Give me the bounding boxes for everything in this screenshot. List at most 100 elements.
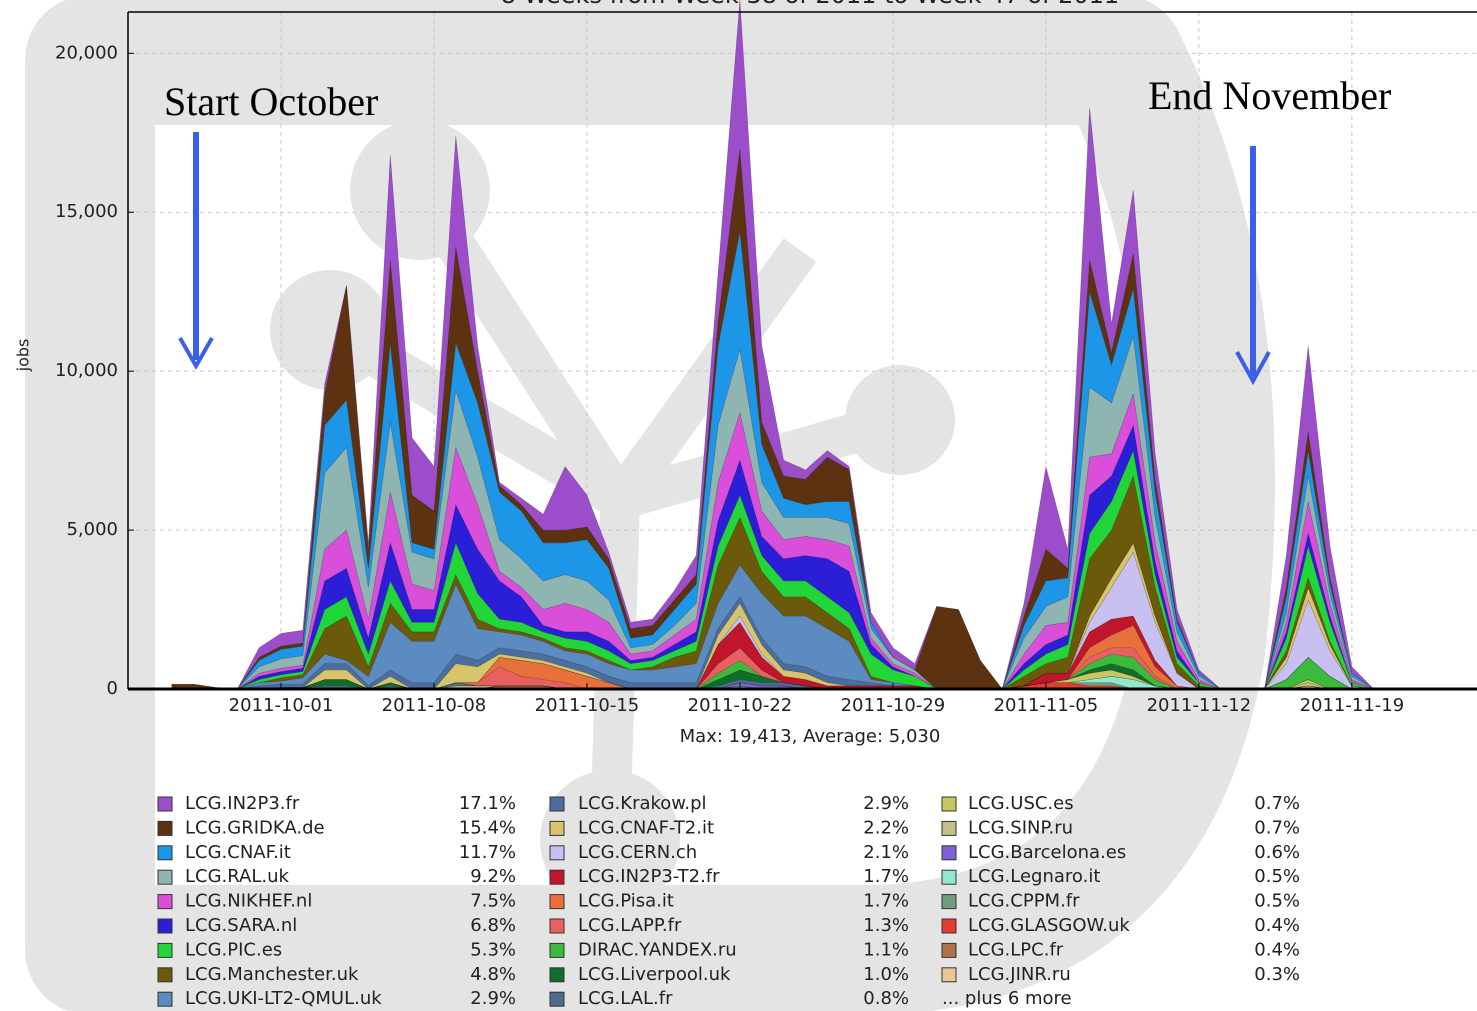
legend-share: 9.2% — [470, 866, 516, 887]
legend-share: 7.5% — [470, 891, 516, 912]
legend-swatch — [941, 942, 957, 958]
legend-label: LCG.SINP.ru — [968, 817, 1073, 838]
x-tick-label: 2011-10-22 — [688, 695, 793, 716]
legend-swatch — [549, 918, 565, 934]
legend-share: 2.9% — [863, 793, 909, 814]
x-tick-label: 2011-10-29 — [841, 695, 946, 716]
legend-more: ... plus 6 more — [942, 988, 1072, 1009]
legend-share: 4.8% — [470, 964, 516, 985]
legend-label: LCG.LPC.fr — [968, 939, 1064, 960]
legend-label: LCG.CERN.ch — [578, 842, 697, 863]
legend-swatch — [549, 967, 565, 983]
legend-label: LCG.NIKHEF.nl — [185, 891, 312, 912]
x-tick-label: 2011-11-05 — [994, 695, 1099, 716]
legend-label: LCG.LAPP.fr — [578, 915, 682, 936]
arrow-head — [178, 337, 214, 371]
legend-label: LCG.Barcelona.es — [968, 842, 1126, 863]
arrow-head — [1235, 351, 1271, 386]
legend-share: 0.4% — [1254, 939, 1300, 960]
area — [171, 231, 1396, 690]
y-axis-label: jobs — [14, 339, 33, 373]
x-tick-label: 2011-10-15 — [535, 695, 640, 716]
legend-label: LCG.UKI-LT2-QMUL.uk — [185, 988, 382, 1009]
legend-share: 1.0% — [863, 964, 909, 985]
legend-share: 1.7% — [863, 866, 909, 887]
legend-swatch — [549, 796, 565, 812]
legend-label: LCG.IN2P3.fr — [185, 793, 300, 814]
annotation-end: End November — [1148, 73, 1391, 386]
legend-swatch — [157, 942, 173, 958]
area — [171, 542, 1396, 690]
legend-label: LCG.Liverpool.uk — [578, 964, 731, 985]
legend-swatch — [941, 894, 957, 910]
legend-share: 15.4% — [459, 817, 516, 838]
y-tick-label: 10,000 — [55, 360, 118, 381]
y-tick-label: 15,000 — [55, 201, 118, 222]
legend-swatch — [549, 869, 565, 885]
area — [171, 449, 1396, 690]
legend: LCG.IN2P3.fr 17.1% LCG.GRIDKA.de 15.4% LCG.C… — [157, 793, 1300, 1009]
legend-swatch — [941, 820, 957, 836]
x-tick-label: 2011-10-08 — [382, 695, 487, 716]
area — [171, 0, 1396, 690]
legend-share: 2.2% — [863, 817, 909, 838]
legend-swatch — [549, 991, 565, 1007]
legend-swatch — [549, 942, 565, 958]
legend-share: 0.3% — [1254, 964, 1300, 985]
legend-label: LCG.JINR.ru — [968, 964, 1071, 985]
legend-share: 0.5% — [1254, 866, 1300, 887]
legend-share: 17.1% — [459, 793, 516, 814]
legend-share: 0.6% — [1254, 842, 1300, 863]
legend-swatch — [941, 845, 957, 861]
legend-share: 1.7% — [863, 891, 909, 912]
legend-swatch — [157, 796, 173, 812]
legend-label: LCG.Krakow.pl — [578, 793, 707, 814]
legend-share: 2.9% — [470, 988, 516, 1009]
annotation-text: Start October — [164, 79, 378, 124]
legend-swatch — [157, 845, 173, 861]
area — [171, 615, 1396, 690]
legend-label: LCG.Legnaro.it — [968, 866, 1100, 887]
legend-swatch — [549, 894, 565, 910]
legend-swatch — [157, 967, 173, 983]
legend-label: LCG.Manchester.uk — [185, 964, 359, 985]
legend-label: LCG.PIC.es — [185, 939, 282, 960]
legend-swatch — [157, 869, 173, 885]
x-tick-label: 2011-10-01 — [229, 695, 334, 716]
legend-swatch — [941, 918, 957, 934]
legend-label: LCG.GRIDKA.de — [185, 817, 325, 838]
legend-swatch — [157, 991, 173, 1007]
y-tick-label: 5,000 — [66, 519, 118, 540]
legend-swatch — [157, 918, 173, 934]
legend-share: 5.3% — [470, 939, 516, 960]
y-tick-label: 0 — [107, 678, 118, 699]
legend-share: 0.4% — [1254, 915, 1300, 936]
legend-swatch — [941, 796, 957, 812]
area — [171, 542, 1396, 690]
legend-label: LCG.CPPM.fr — [968, 891, 1080, 912]
legend-label: LCG.IN2P3-T2.fr — [578, 866, 720, 887]
legend-swatch — [941, 869, 957, 885]
legend-label: DIRAC.YANDEX.ru — [578, 939, 737, 960]
legend-swatch — [941, 967, 957, 983]
legend-swatch — [157, 894, 173, 910]
legend-share: 0.7% — [1254, 793, 1300, 814]
legend-label: LCG.SARA.nl — [185, 915, 297, 936]
legend-label: LCG.RAL.uk — [185, 866, 290, 887]
legend-share: 2.1% — [863, 842, 909, 863]
area — [171, 625, 1396, 690]
legend-label: LCG.CNAF-T2.it — [578, 817, 714, 838]
annotation-start: Start October — [164, 79, 378, 371]
legend-label: LCG.CNAF.it — [185, 842, 291, 863]
legend-share: 1.1% — [863, 939, 909, 960]
legend-share: 0.8% — [863, 988, 909, 1009]
legend-label: LCG.USC.es — [968, 793, 1074, 814]
legend-share: 0.7% — [1254, 817, 1300, 838]
legend-share: 1.3% — [863, 915, 909, 936]
stats-text: Max: 19,413, Average: 5,030 — [680, 726, 941, 747]
legend-share: 0.5% — [1254, 891, 1300, 912]
x-tick-label: 2011-11-19 — [1300, 695, 1405, 716]
legend-label: LCG.GLASGOW.uk — [968, 915, 1130, 936]
legend-swatch — [157, 820, 173, 836]
